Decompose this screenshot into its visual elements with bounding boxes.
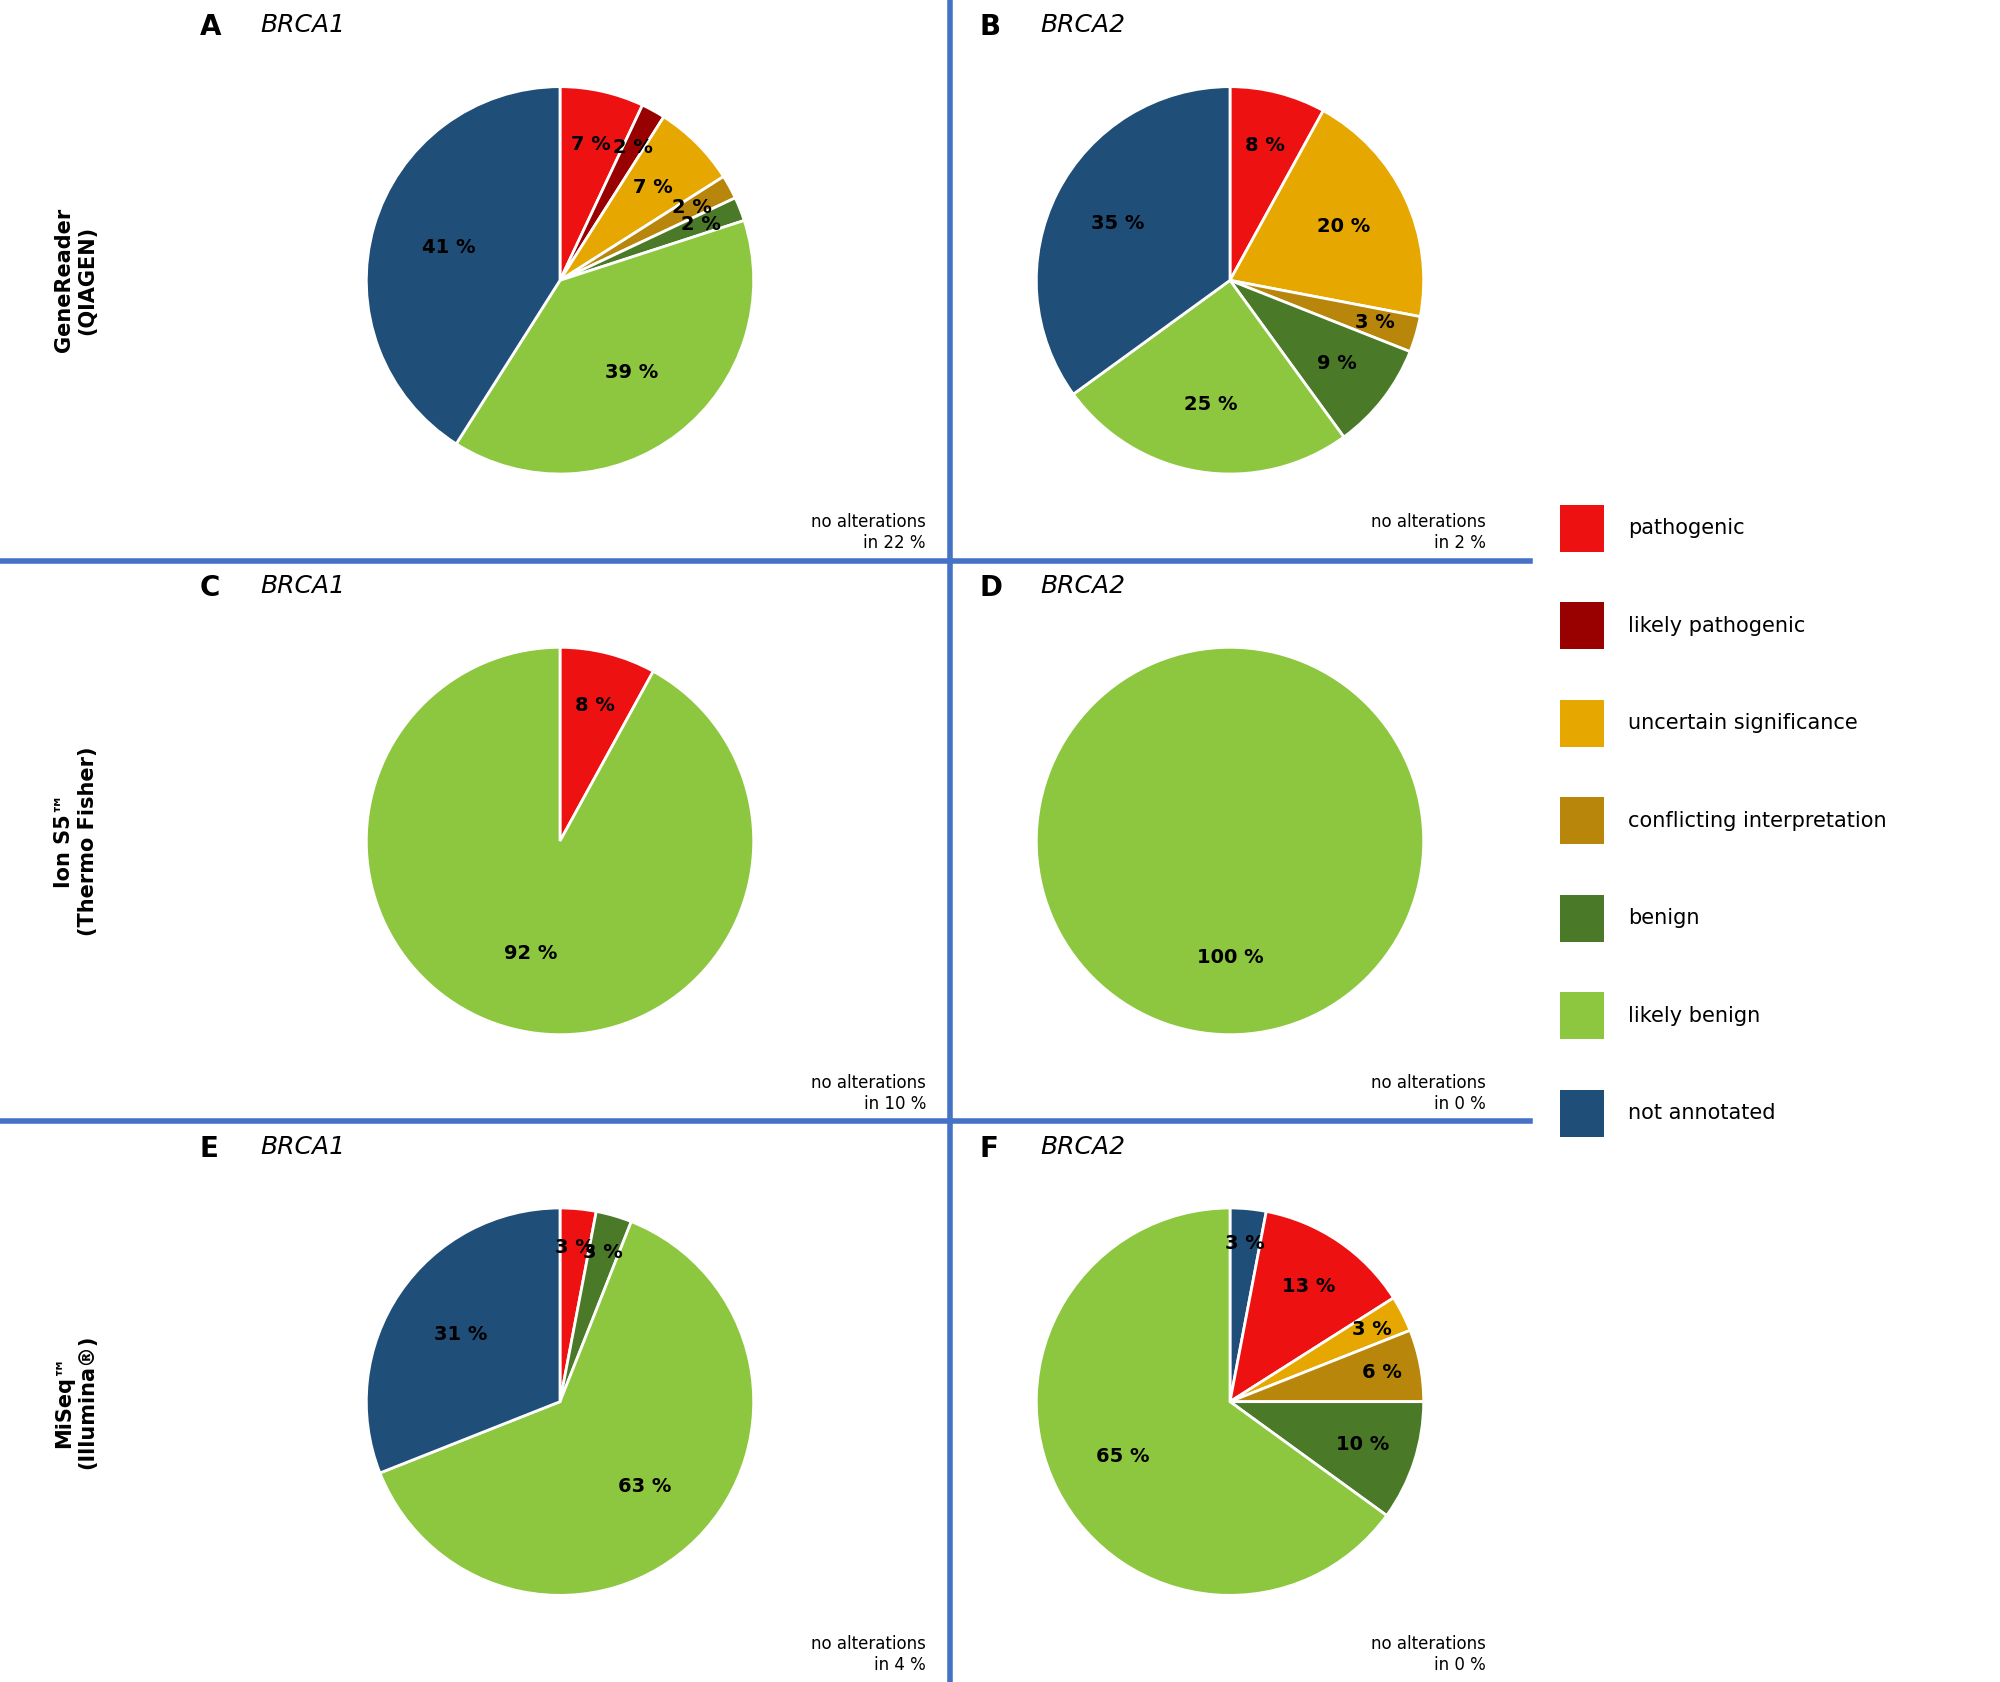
Wedge shape xyxy=(1230,1208,1266,1401)
Text: 2 %: 2 % xyxy=(672,198,712,217)
Wedge shape xyxy=(560,648,654,841)
Wedge shape xyxy=(366,1208,560,1473)
Text: MiSeq™
(Illumina®): MiSeq™ (Illumina®) xyxy=(54,1334,98,1468)
Text: 2 %: 2 % xyxy=(612,138,652,158)
Text: 25 %: 25 % xyxy=(1184,395,1238,414)
Wedge shape xyxy=(560,87,642,281)
Text: C: C xyxy=(200,574,220,602)
Wedge shape xyxy=(1230,1330,1424,1401)
Wedge shape xyxy=(380,1221,754,1595)
Wedge shape xyxy=(1074,281,1344,474)
Text: 63 %: 63 % xyxy=(618,1477,672,1495)
Wedge shape xyxy=(1230,111,1424,316)
Text: not annotated: not annotated xyxy=(1628,1103,1776,1124)
Wedge shape xyxy=(1230,1299,1410,1401)
Text: 7 %: 7 % xyxy=(570,135,610,153)
Wedge shape xyxy=(1036,1208,1386,1595)
Text: 35 %: 35 % xyxy=(1092,214,1144,232)
Text: conflicting interpretation: conflicting interpretation xyxy=(1628,811,1886,831)
Text: BRCA1: BRCA1 xyxy=(260,574,346,599)
Text: BRCA2: BRCA2 xyxy=(1040,574,1124,599)
Wedge shape xyxy=(1036,87,1230,394)
Wedge shape xyxy=(366,87,560,444)
Text: 13 %: 13 % xyxy=(1282,1277,1336,1295)
Text: 20 %: 20 % xyxy=(1318,217,1370,235)
Text: 3 %: 3 % xyxy=(1352,1320,1392,1339)
Wedge shape xyxy=(560,177,736,281)
Text: BRCA2: BRCA2 xyxy=(1040,13,1124,37)
Text: Ion S5™
(Thermo Fisher): Ion S5™ (Thermo Fisher) xyxy=(54,747,98,935)
Wedge shape xyxy=(366,648,754,1034)
Text: 8 %: 8 % xyxy=(1244,136,1284,155)
Text: B: B xyxy=(980,13,1002,42)
Text: no alterations
in 22 %: no alterations in 22 % xyxy=(812,513,926,552)
Text: 8 %: 8 % xyxy=(574,696,614,715)
Text: 41 %: 41 % xyxy=(422,239,476,257)
Text: 65 %: 65 % xyxy=(1096,1447,1150,1465)
Text: no alterations
in 4 %: no alterations in 4 % xyxy=(812,1635,926,1674)
Text: 9 %: 9 % xyxy=(1318,353,1358,373)
Text: 100 %: 100 % xyxy=(1196,947,1264,967)
Text: BRCA1: BRCA1 xyxy=(260,1135,346,1159)
Text: BRCA1: BRCA1 xyxy=(260,13,346,37)
Text: likely pathogenic: likely pathogenic xyxy=(1628,616,1806,636)
Wedge shape xyxy=(1230,87,1324,281)
Text: 3 %: 3 % xyxy=(584,1243,624,1263)
Wedge shape xyxy=(560,1211,632,1401)
Text: F: F xyxy=(980,1135,998,1162)
Text: 7 %: 7 % xyxy=(634,178,674,197)
Text: 10 %: 10 % xyxy=(1336,1435,1390,1455)
Text: 3 %: 3 % xyxy=(1356,313,1394,331)
Wedge shape xyxy=(456,220,754,474)
Text: D: D xyxy=(980,574,1004,602)
Text: 31 %: 31 % xyxy=(434,1325,488,1344)
Text: no alterations
in 10 %: no alterations in 10 % xyxy=(812,1075,926,1113)
Text: GeneReader
(QIAGEN): GeneReader (QIAGEN) xyxy=(54,209,98,353)
Wedge shape xyxy=(1230,1401,1424,1515)
Text: 39 %: 39 % xyxy=(604,363,658,382)
Text: A: A xyxy=(200,13,222,42)
Wedge shape xyxy=(560,116,724,281)
Wedge shape xyxy=(1230,281,1420,352)
Wedge shape xyxy=(1036,648,1424,1034)
Wedge shape xyxy=(1230,1211,1394,1401)
Wedge shape xyxy=(560,198,744,281)
Text: 92 %: 92 % xyxy=(504,944,558,964)
Text: likely benign: likely benign xyxy=(1628,1006,1760,1026)
Wedge shape xyxy=(1230,281,1410,437)
Text: 3 %: 3 % xyxy=(554,1238,594,1256)
Wedge shape xyxy=(560,1208,596,1401)
Text: no alterations
in 2 %: no alterations in 2 % xyxy=(1372,513,1486,552)
Text: BRCA2: BRCA2 xyxy=(1040,1135,1124,1159)
Text: E: E xyxy=(200,1135,218,1162)
Text: uncertain significance: uncertain significance xyxy=(1628,713,1858,733)
Text: no alterations
in 0 %: no alterations in 0 % xyxy=(1372,1635,1486,1674)
Text: 6 %: 6 % xyxy=(1362,1362,1402,1383)
Text: pathogenic: pathogenic xyxy=(1628,518,1744,538)
Text: no alterations
in 0 %: no alterations in 0 % xyxy=(1372,1075,1486,1113)
Wedge shape xyxy=(560,104,664,281)
Text: benign: benign xyxy=(1628,908,1700,928)
Text: 3 %: 3 % xyxy=(1226,1235,1264,1253)
Text: 2 %: 2 % xyxy=(680,215,720,234)
